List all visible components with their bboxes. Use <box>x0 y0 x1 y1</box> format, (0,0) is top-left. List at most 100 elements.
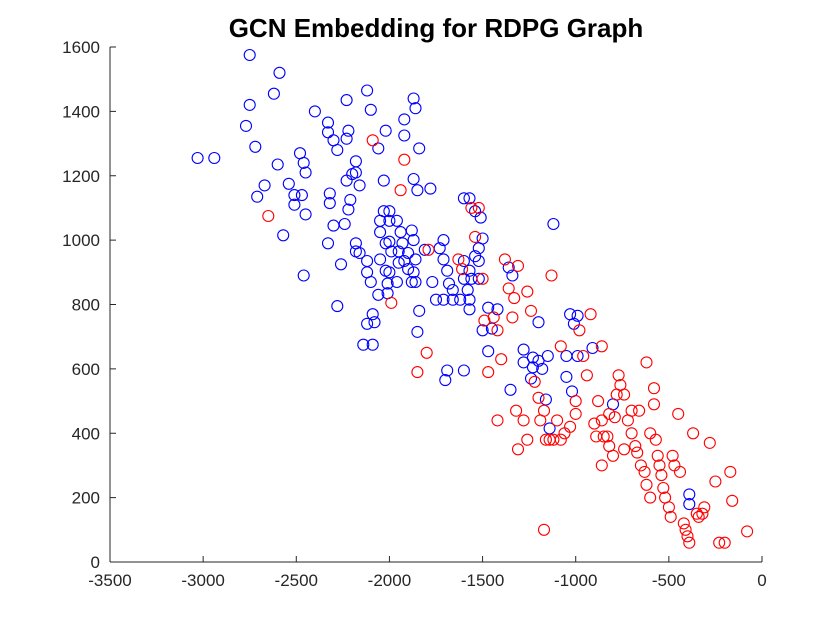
data-point <box>342 124 355 137</box>
data-point <box>651 449 664 462</box>
data-point <box>463 293 476 306</box>
data-point <box>463 303 476 316</box>
data-point <box>644 427 657 440</box>
data-point <box>698 501 711 514</box>
data-point <box>271 158 284 171</box>
data-point <box>634 459 647 472</box>
data-point <box>366 134 379 147</box>
data-point <box>560 370 573 383</box>
data-point <box>472 272 485 285</box>
data-point <box>571 349 584 363</box>
data-point <box>664 510 677 523</box>
y-tick-label: 1200 <box>62 167 100 186</box>
data-point <box>361 317 374 330</box>
data-point <box>377 174 390 187</box>
data-point <box>457 272 470 285</box>
data-point <box>297 269 310 282</box>
data-point <box>323 197 336 210</box>
data-point <box>502 261 515 274</box>
data-point <box>692 510 705 523</box>
data-point <box>446 283 459 297</box>
data-point <box>551 414 564 427</box>
data-point <box>273 66 286 79</box>
data-point <box>379 124 392 137</box>
data-point <box>647 398 661 411</box>
x-tick-label: 0 <box>757 571 766 590</box>
data-point <box>262 209 275 223</box>
data-point <box>631 446 644 459</box>
data-point <box>282 177 295 190</box>
y-tick-label: 1000 <box>62 231 100 250</box>
y-tick-label: 0 <box>91 553 100 572</box>
data-point <box>649 433 662 446</box>
data-point <box>394 226 407 239</box>
data-point <box>456 263 469 276</box>
data-point <box>411 184 424 197</box>
x-tick-label: -3500 <box>88 571 131 590</box>
data-point <box>405 275 418 289</box>
data-point <box>584 308 597 321</box>
y-tick-label: 400 <box>72 424 100 443</box>
data-point <box>424 182 437 195</box>
data-point <box>640 356 653 369</box>
data-point <box>610 388 623 401</box>
data-point <box>580 369 593 382</box>
x-tick-label: -2000 <box>368 571 411 590</box>
data-point <box>595 414 608 427</box>
data-point <box>687 427 700 440</box>
data-point <box>629 440 642 453</box>
data-point <box>638 465 651 478</box>
data-point <box>482 301 495 314</box>
data-point <box>677 517 690 530</box>
data-point <box>476 272 489 285</box>
data-point <box>647 382 661 395</box>
data-point <box>413 304 426 317</box>
data-point <box>357 338 370 351</box>
data-point <box>442 277 456 290</box>
data-point <box>504 383 517 396</box>
data-point <box>385 296 398 309</box>
data-point <box>429 293 443 306</box>
data-point <box>482 366 495 379</box>
data-point <box>536 362 549 375</box>
data-point <box>625 404 638 417</box>
data-point <box>342 203 355 216</box>
data-point <box>411 366 424 379</box>
data-point <box>398 113 411 126</box>
data-point <box>340 174 353 187</box>
data-point <box>644 491 657 504</box>
data-point <box>547 217 560 231</box>
data-point <box>571 309 584 322</box>
data-point <box>673 465 687 478</box>
data-point <box>394 184 407 197</box>
data-point <box>208 151 221 165</box>
data-point <box>418 243 431 256</box>
data-point <box>592 395 605 408</box>
data-point <box>662 501 675 514</box>
data-point <box>502 282 515 295</box>
x-tick-label: -2500 <box>275 571 318 590</box>
data-point <box>446 293 459 306</box>
data-point <box>331 143 344 157</box>
data-point <box>463 192 476 205</box>
data-point <box>679 523 692 536</box>
y-tick-label: 800 <box>72 296 100 315</box>
data-point <box>372 288 385 301</box>
data-point <box>526 351 539 364</box>
data-point <box>541 349 554 363</box>
data-point <box>537 404 551 417</box>
data-point <box>539 393 552 406</box>
data-point <box>413 142 426 155</box>
data-point <box>349 155 362 168</box>
data-point <box>426 275 439 289</box>
data-point <box>409 253 422 266</box>
data-point <box>524 304 538 317</box>
data-point <box>595 459 608 472</box>
data-point <box>683 488 696 501</box>
data-point <box>573 324 586 337</box>
y-tick-label: 200 <box>72 489 100 508</box>
data-point <box>402 246 415 260</box>
data-point <box>690 507 703 520</box>
data-point <box>368 316 381 329</box>
